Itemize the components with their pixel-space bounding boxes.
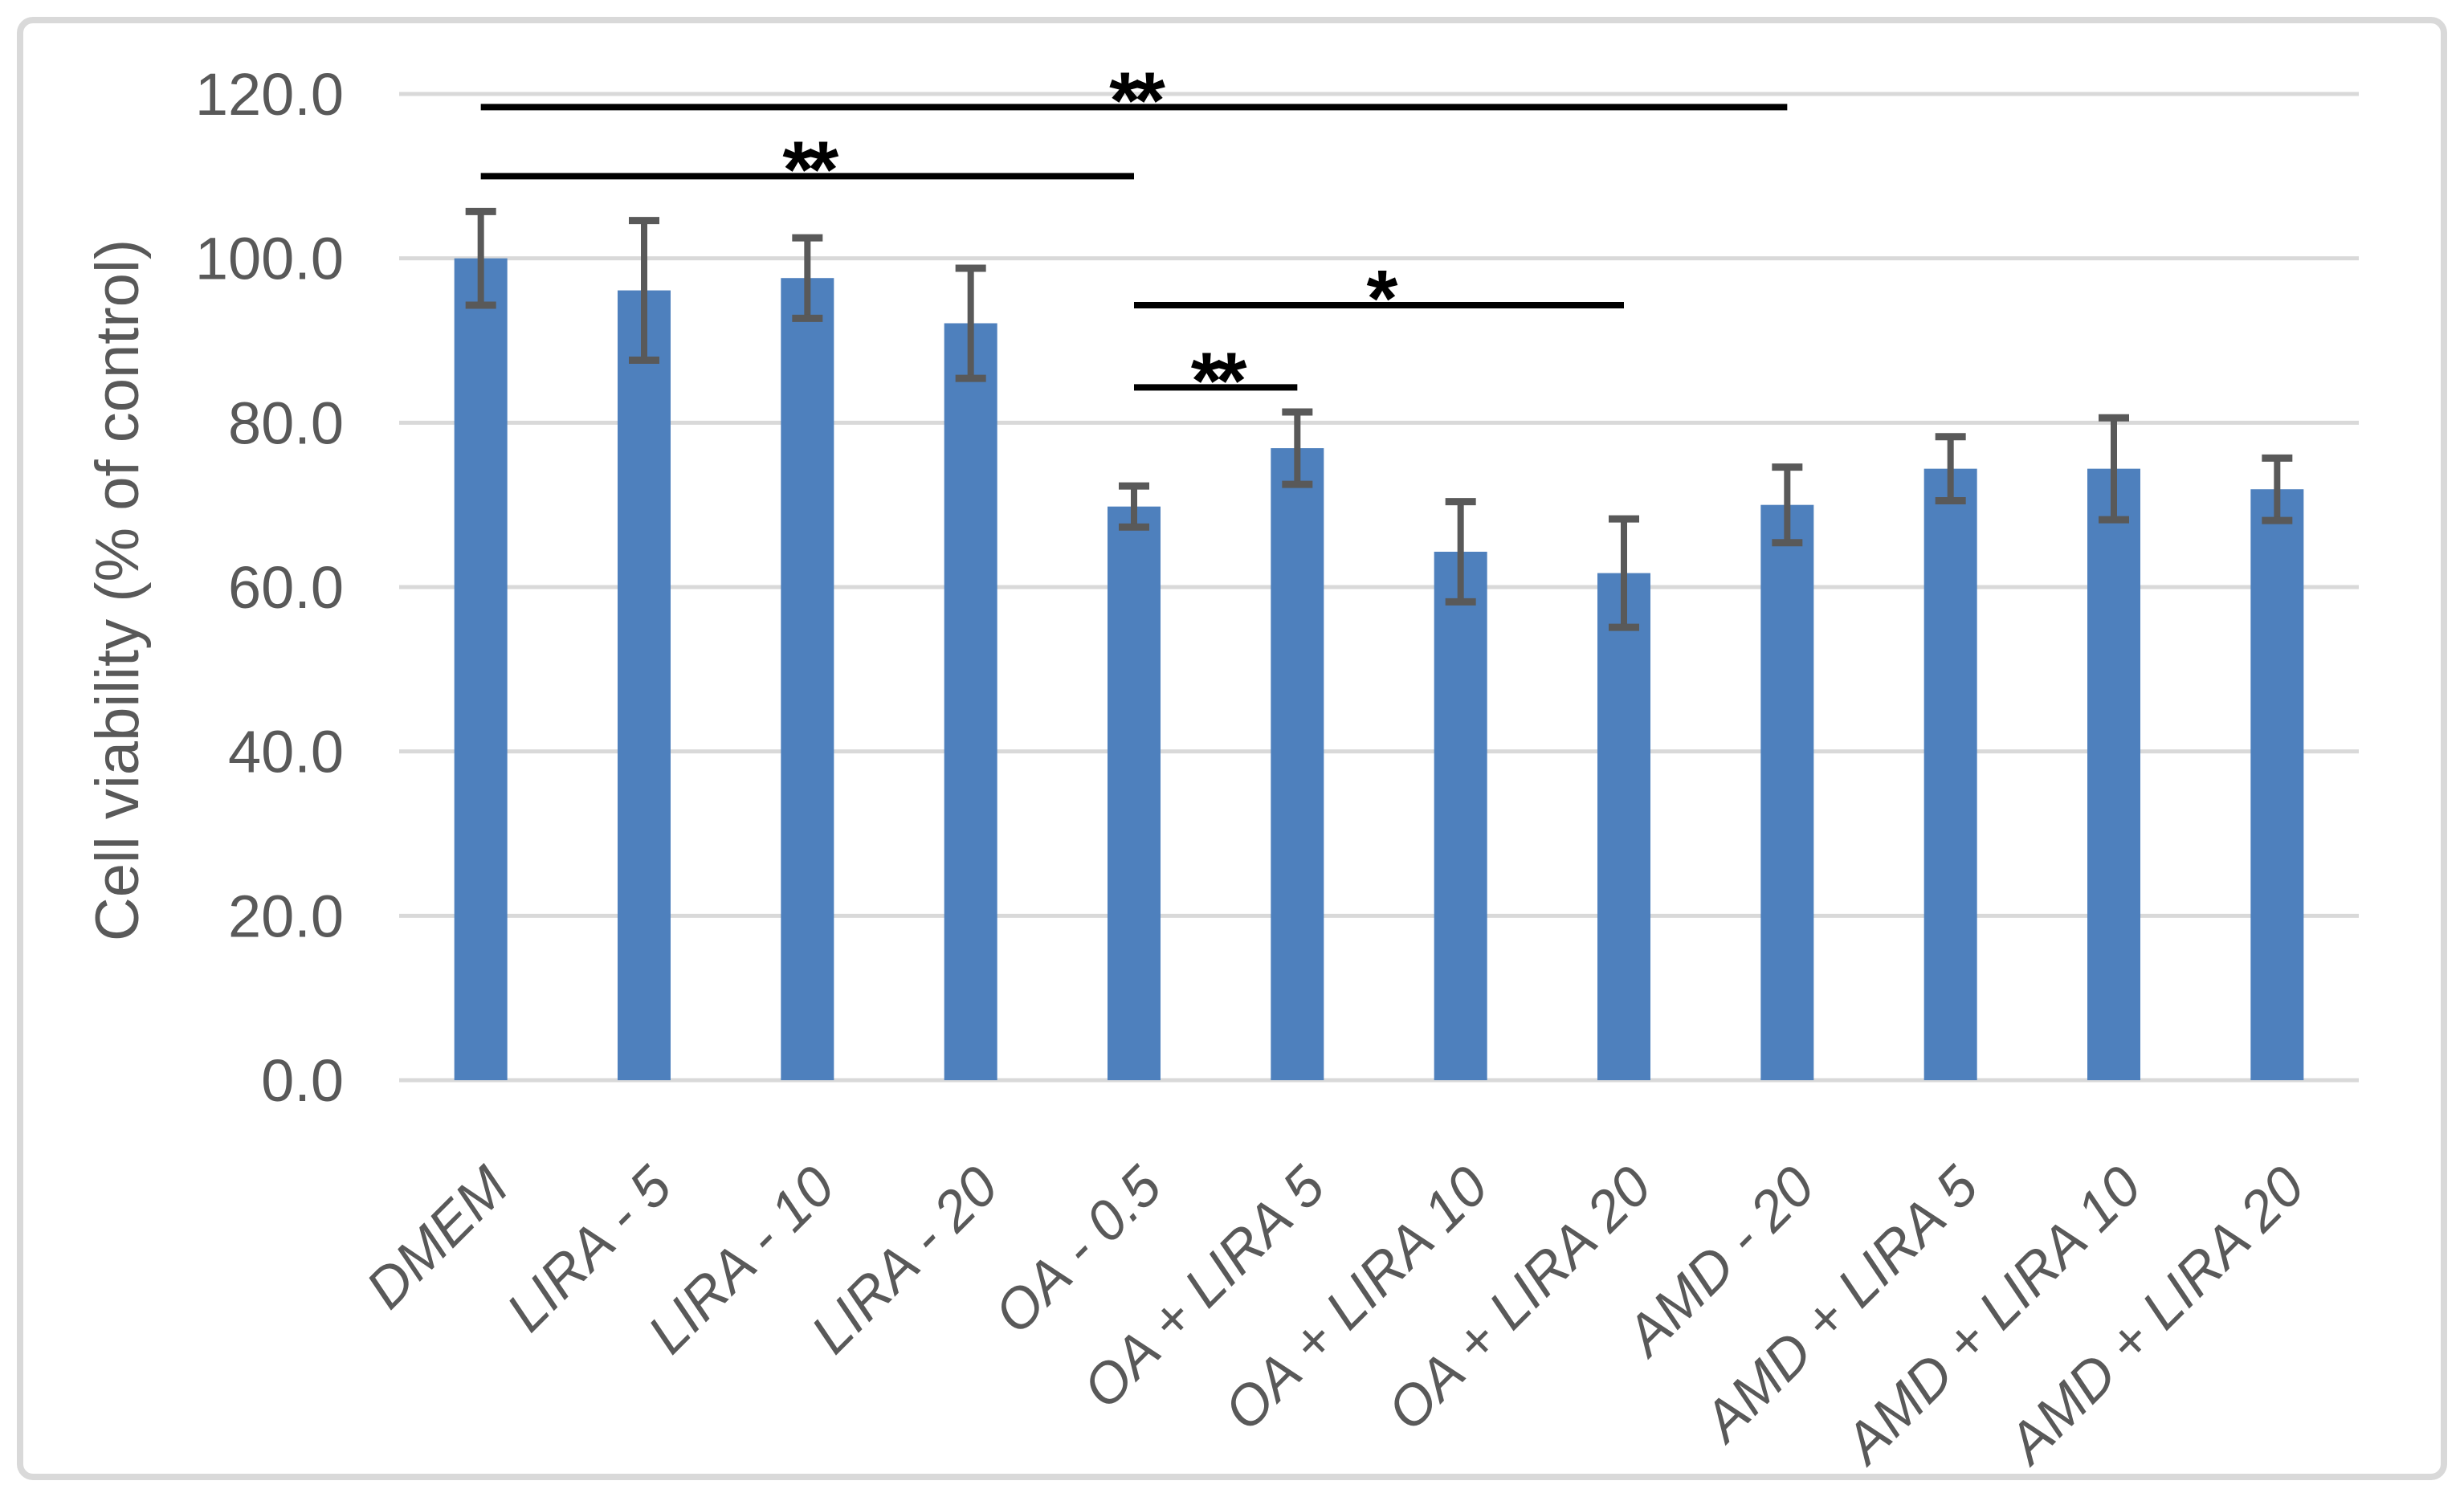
bar — [1923, 468, 1977, 1080]
bar — [2087, 468, 2140, 1080]
y-axis-title: Cell viability (% of control) — [84, 239, 152, 941]
error-bar — [1119, 482, 1149, 531]
significance-label: * — [1367, 254, 1398, 344]
error-bar — [1609, 515, 1639, 631]
x-category-label: DMEM — [354, 1154, 520, 1320]
y-tick-label: 80.0 — [228, 390, 344, 456]
x-category-label: AMD + LIRA 20 — [1994, 1154, 2316, 1476]
bar — [2250, 489, 2304, 1080]
y-axis-tick-labels: 0.0 20.0 40.0 60.0 80.0 100.0 120.0 — [195, 61, 344, 1114]
bar — [1760, 504, 1814, 1080]
significance-label: ** — [1191, 336, 1247, 426]
y-tick-label: 40.0 — [228, 719, 344, 785]
y-tick-label: 60.0 — [228, 554, 344, 621]
y-tick-label: 100.0 — [195, 226, 344, 292]
significance-label: ** — [1109, 55, 1165, 145]
bar — [1271, 448, 1324, 1080]
significance-label: ** — [782, 124, 838, 214]
error-bar — [2099, 414, 2129, 524]
error-bar — [1772, 463, 1803, 547]
bar — [1108, 506, 1161, 1080]
error-bar — [955, 264, 986, 382]
error-bar — [2262, 454, 2293, 524]
x-category-label: AMD + LIRA 5 — [1689, 1154, 1990, 1455]
error-bar — [792, 234, 823, 322]
bar — [781, 278, 834, 1080]
y-tick-label: 0.0 — [261, 1047, 344, 1114]
y-tick-label: 20.0 — [228, 883, 344, 949]
error-bar — [629, 217, 659, 365]
bar — [1434, 551, 1487, 1080]
significance-annotations: ******* — [480, 55, 1788, 426]
bar — [454, 258, 508, 1081]
figure-border — [17, 17, 2447, 1480]
bar — [618, 290, 671, 1080]
bar-series — [454, 258, 2304, 1081]
bar — [1597, 573, 1650, 1080]
error-bar — [465, 207, 496, 309]
error-bar — [1445, 498, 1476, 606]
bar — [944, 323, 997, 1080]
gridlines — [399, 92, 2359, 1083]
error-bar — [1935, 433, 1966, 505]
x-category-label: AMD + LIRA 10 — [1830, 1154, 2152, 1476]
error-bar — [1282, 408, 1313, 488]
error-bars — [465, 207, 2293, 631]
y-tick-label: 120.0 — [195, 61, 344, 128]
